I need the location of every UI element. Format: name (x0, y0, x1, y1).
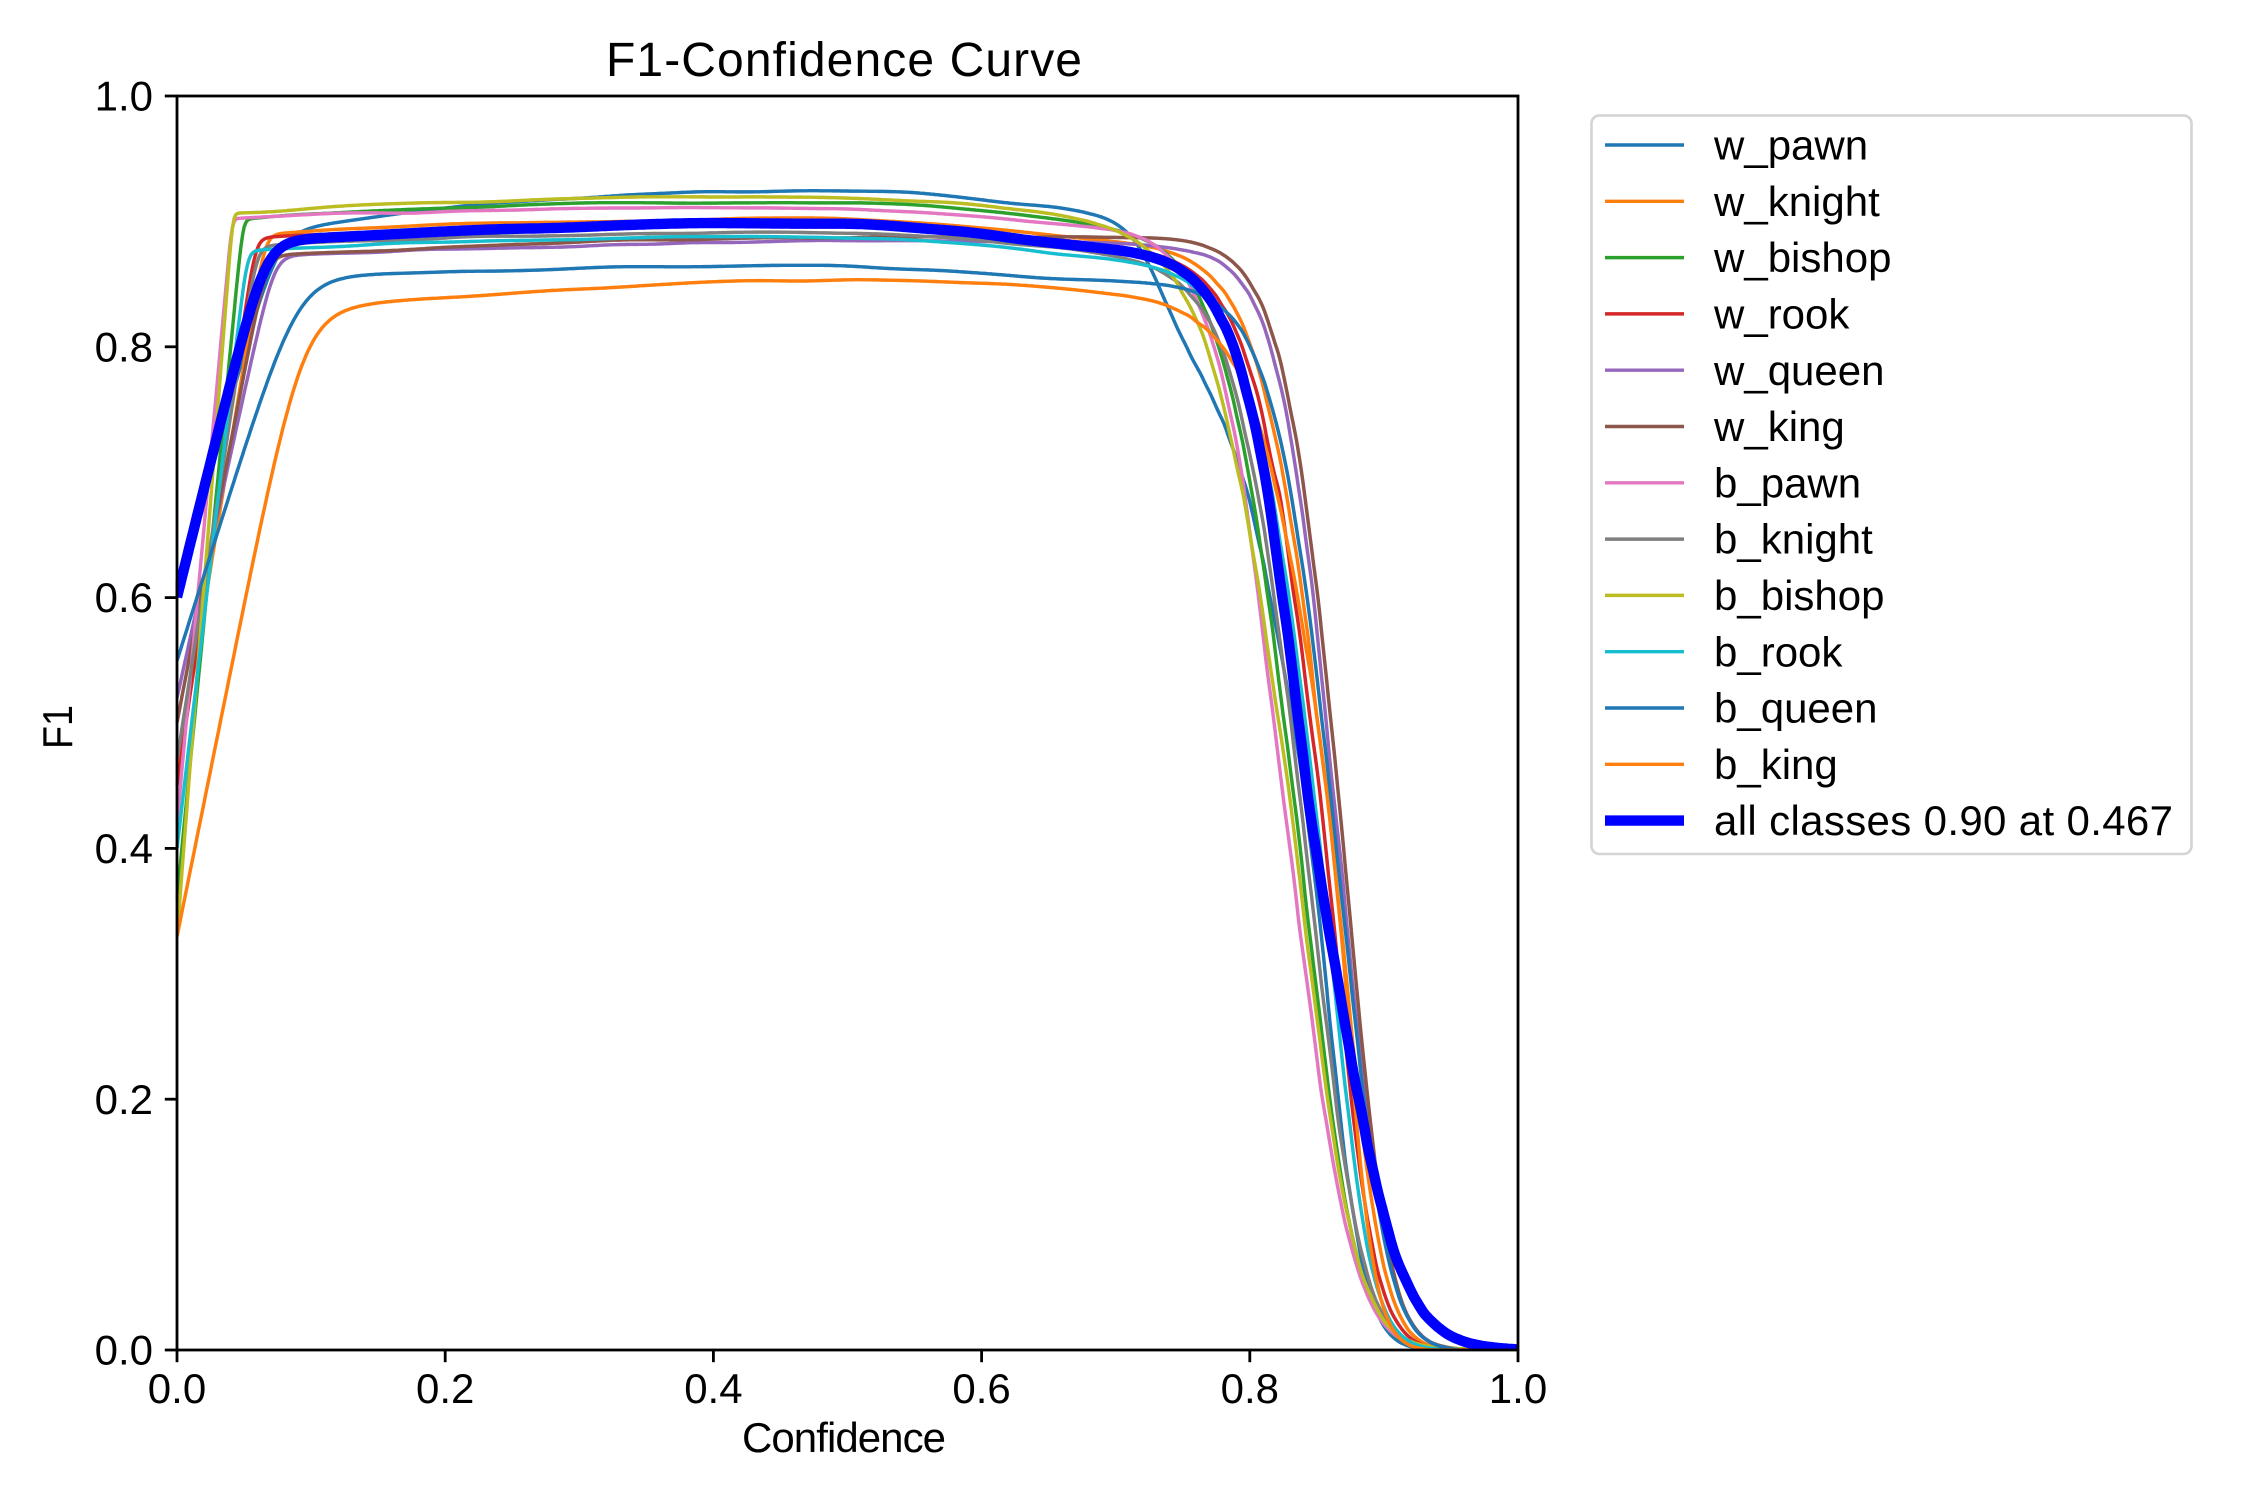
svg-text:0.4: 0.4 (684, 1365, 742, 1412)
svg-text:Confidence: Confidence (742, 1414, 946, 1461)
svg-text:b_rook: b_rook (1714, 628, 1843, 675)
svg-text:b_queen: b_queen (1714, 685, 1878, 732)
svg-text:F1-Confidence Curve: F1-Confidence Curve (606, 34, 1082, 87)
svg-text:0.0: 0.0 (148, 1365, 206, 1412)
svg-text:w_queen: w_queen (1713, 347, 1884, 394)
svg-text:0.2: 0.2 (95, 1076, 153, 1123)
svg-text:1.0: 1.0 (95, 73, 153, 120)
svg-text:0.6: 0.6 (95, 574, 153, 621)
svg-text:0.0: 0.0 (95, 1327, 153, 1374)
svg-text:w_knight: w_knight (1713, 178, 1880, 225)
svg-text:1.0: 1.0 (1489, 1365, 1547, 1412)
svg-text:w_bishop: w_bishop (1713, 234, 1891, 281)
svg-text:b_knight: b_knight (1714, 516, 1873, 563)
svg-text:0.6: 0.6 (952, 1365, 1010, 1412)
svg-text:0.8: 0.8 (95, 323, 153, 370)
svg-text:0.8: 0.8 (1221, 1365, 1279, 1412)
svg-text:w_king: w_king (1713, 403, 1845, 450)
svg-text:0.2: 0.2 (416, 1365, 474, 1412)
svg-text:0.4: 0.4 (95, 825, 153, 872)
svg-text:w_pawn: w_pawn (1713, 122, 1868, 169)
svg-text:b_pawn: b_pawn (1714, 459, 1861, 506)
svg-text:b_king: b_king (1714, 741, 1838, 788)
svg-text:F1: F1 (34, 705, 81, 749)
svg-text:b_bishop: b_bishop (1714, 572, 1884, 619)
svg-text:all classes 0.90 at 0.467: all classes 0.90 at 0.467 (1714, 797, 2173, 844)
svg-text:w_rook: w_rook (1713, 291, 1850, 338)
